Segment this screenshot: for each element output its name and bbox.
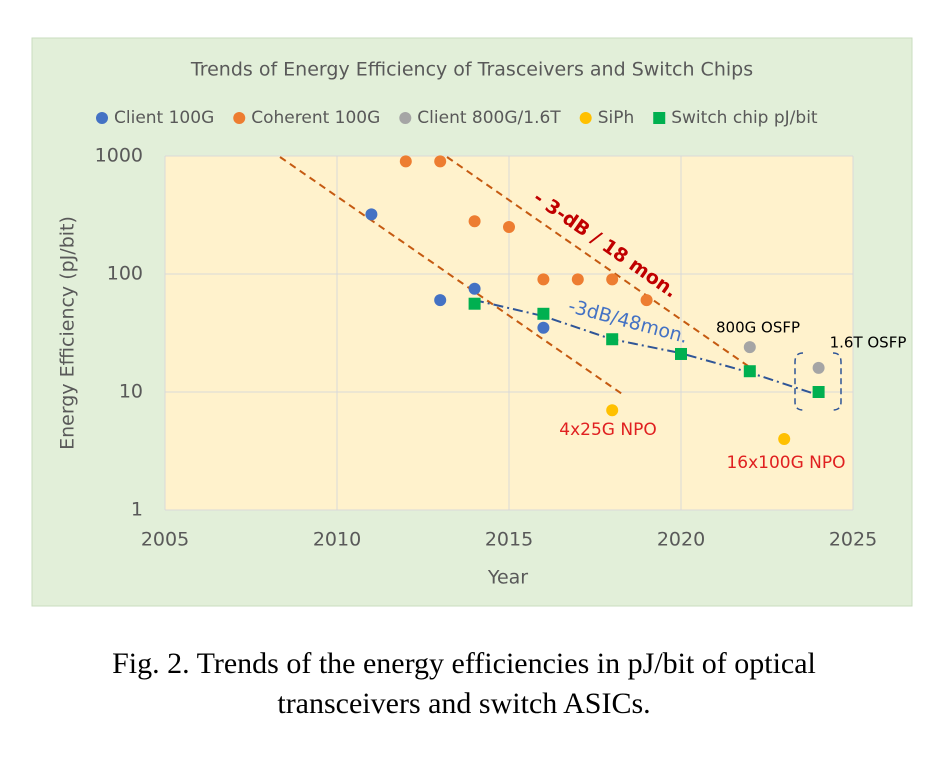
data-point	[537, 321, 550, 334]
data-point	[537, 307, 550, 320]
data-point	[468, 297, 481, 310]
bracket	[794, 352, 842, 411]
annotation: 1.6T OSFP	[830, 334, 907, 352]
y-tick-label: 10	[119, 381, 143, 403]
y-tick-label: 1000	[95, 145, 143, 167]
data-point	[675, 347, 687, 360]
data-point	[503, 221, 515, 234]
x-tick-label: 2005	[141, 529, 189, 551]
x-tick-label: 2025	[829, 529, 877, 551]
data-point	[537, 273, 550, 286]
data-point	[606, 404, 619, 417]
legend-marker	[579, 112, 592, 124]
legend-label: SiPh	[598, 108, 635, 128]
caption: Fig. 2. Trends of the energy efficiencie…	[112, 647, 816, 680]
legend-marker	[96, 112, 108, 124]
data-point	[434, 294, 447, 307]
data-point	[812, 361, 825, 374]
legend-label: Client 800G/1.6T	[417, 108, 561, 128]
data-point	[468, 282, 481, 295]
data-point	[743, 365, 756, 378]
trend-line	[473, 299, 819, 396]
annotation: 16x100G NPO	[726, 453, 845, 473]
x-tick-label: 2010	[313, 529, 361, 551]
annotation: 800G OSFP	[716, 319, 800, 337]
data-point	[606, 333, 619, 346]
data-point	[399, 155, 412, 168]
legend-label: Client 100G	[114, 108, 214, 128]
y-tick-label: 1	[131, 499, 143, 521]
x-axis-label: Year	[487, 567, 528, 589]
data-point	[365, 208, 378, 221]
x-tick-label: 2015	[485, 529, 533, 551]
data-point	[468, 215, 481, 228]
legend-label: Switch chip pJ/bit	[671, 108, 818, 128]
data-point	[743, 341, 756, 354]
data-point	[812, 386, 825, 398]
legend-marker	[399, 112, 412, 124]
data-point	[640, 294, 653, 307]
y-axis-label: Energy Efficiency (pJ/bit)	[57, 216, 79, 450]
data-point	[778, 432, 791, 445]
trend-line	[279, 156, 626, 397]
caption: transceivers and switch ASICs.	[277, 687, 650, 720]
x-tick-label: 2020	[657, 529, 705, 551]
annotation: 4x25G NPO	[559, 420, 656, 440]
legend-marker	[653, 112, 666, 124]
chart-title: Trends of Energy Efficiency of Trasceive…	[190, 59, 753, 81]
legend-label: Coherent 100G	[251, 108, 380, 128]
legend-marker	[233, 112, 246, 124]
data-point	[606, 273, 619, 286]
trend-line	[446, 156, 749, 367]
data-point	[434, 155, 447, 168]
y-tick-label: 100	[107, 263, 143, 285]
data-point	[571, 273, 584, 286]
